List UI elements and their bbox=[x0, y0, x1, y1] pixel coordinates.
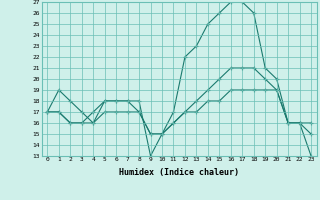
X-axis label: Humidex (Indice chaleur): Humidex (Indice chaleur) bbox=[119, 168, 239, 177]
